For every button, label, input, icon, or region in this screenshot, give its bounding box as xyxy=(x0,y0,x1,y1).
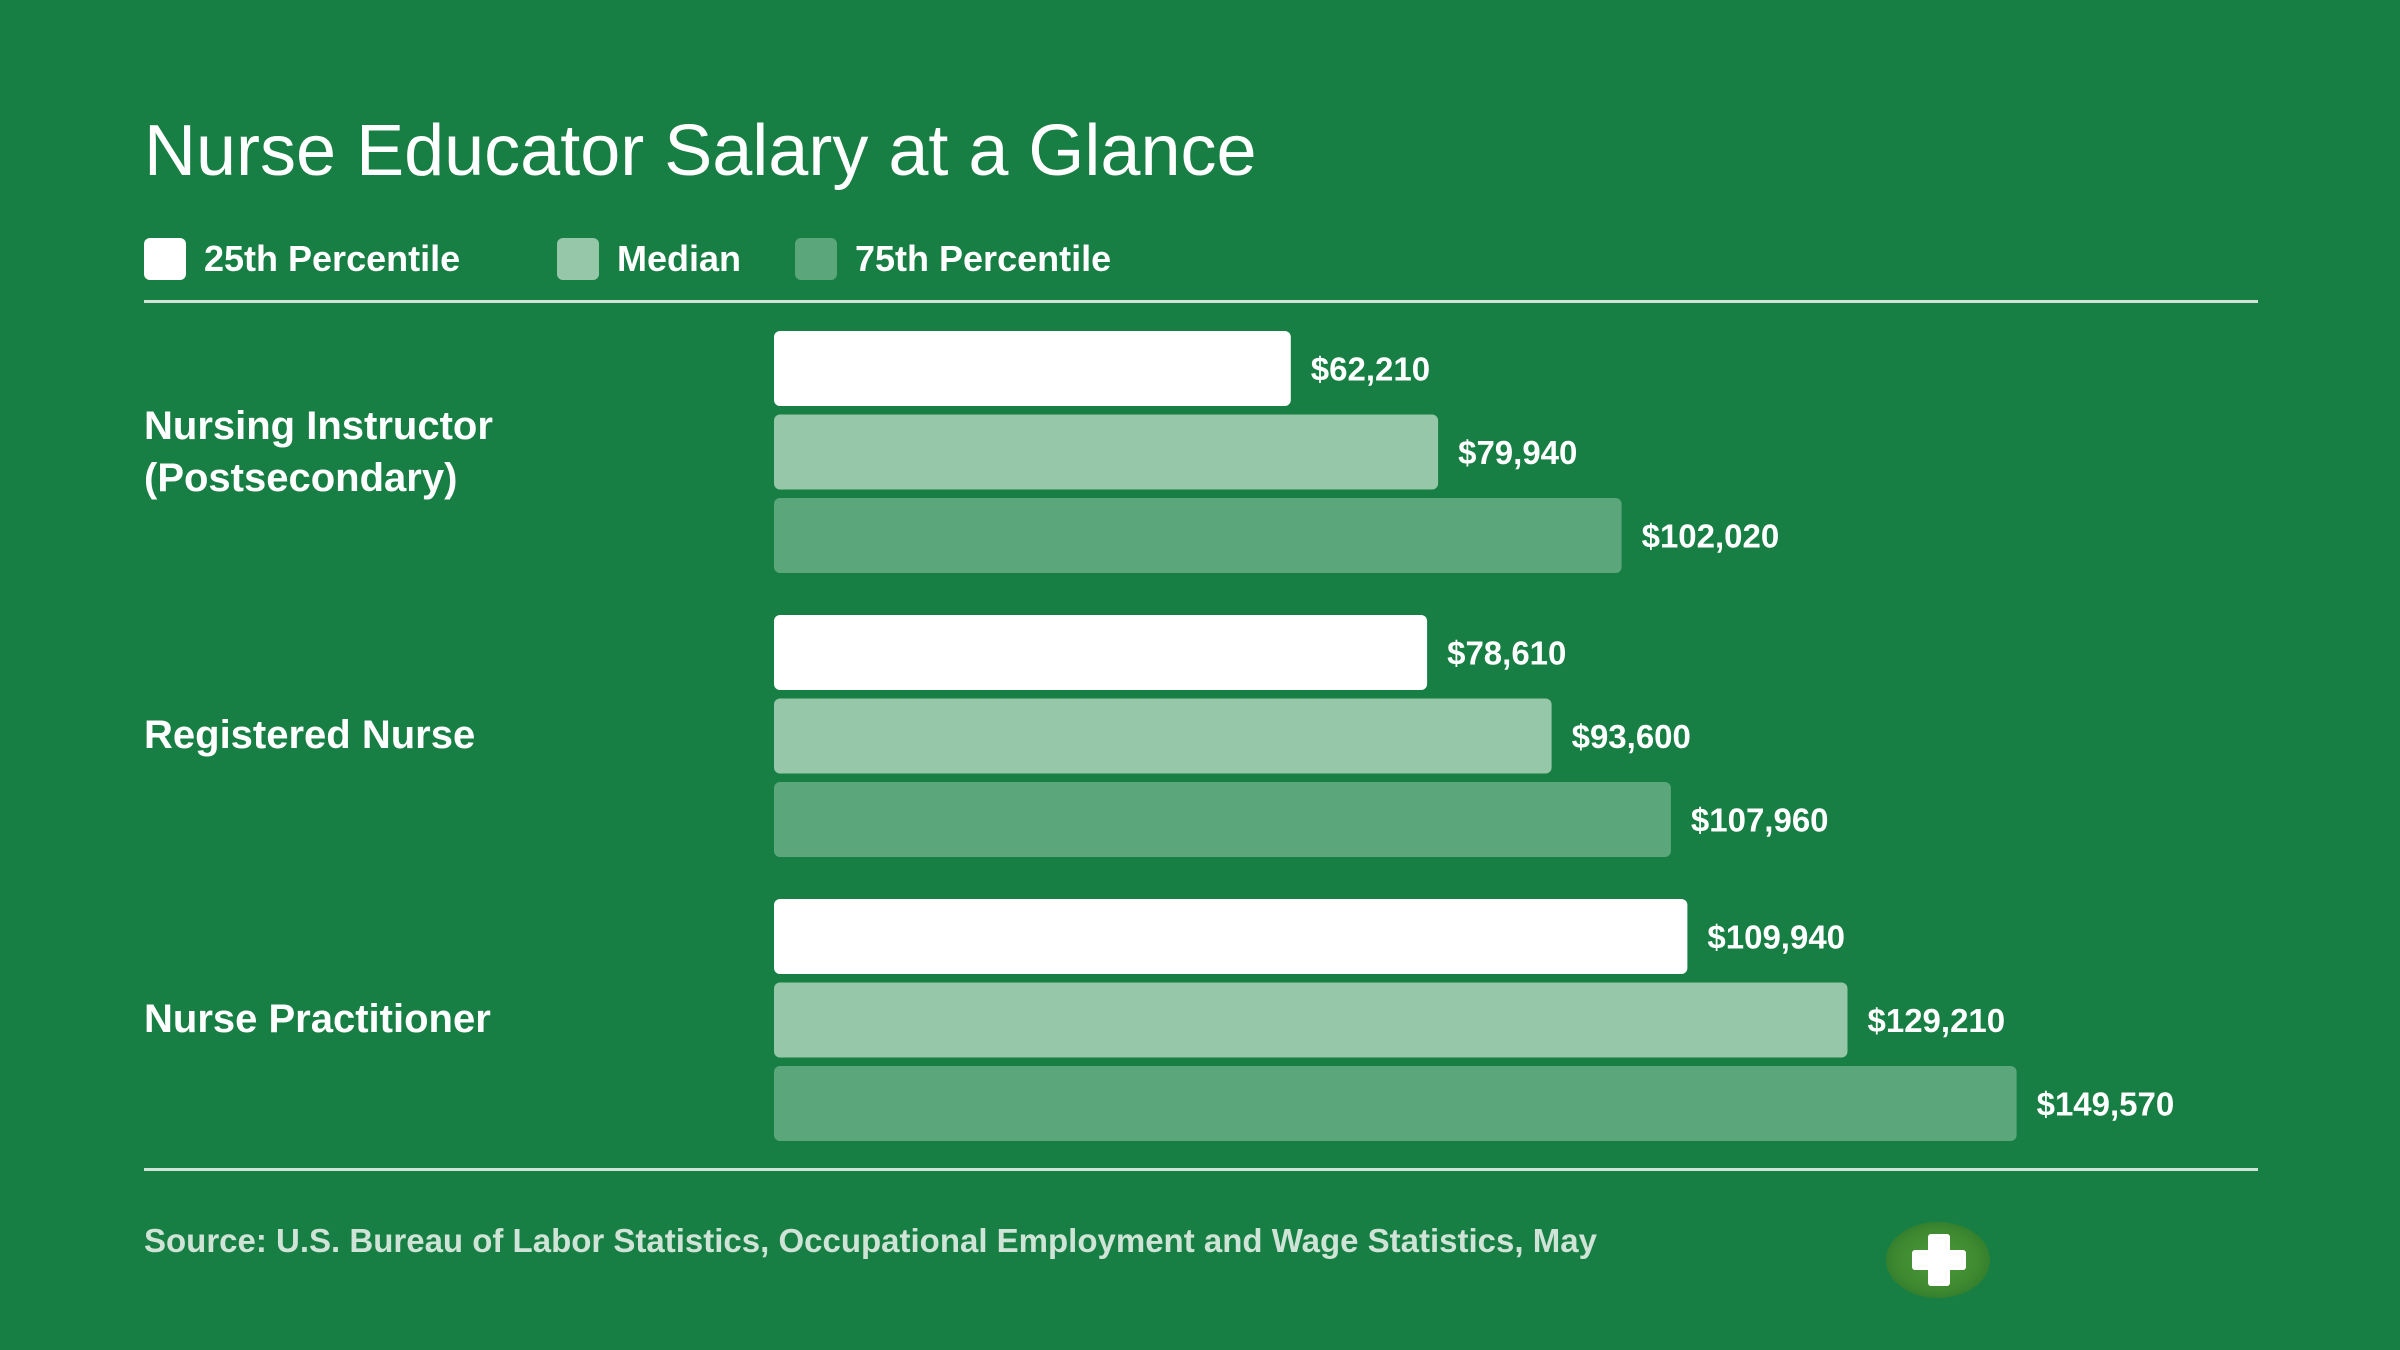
bar-registered-nurse-75th-percentile xyxy=(774,782,1671,857)
bar-nurse-practitioner-median xyxy=(774,982,1848,1058)
data-label-nursing-instructor-postsecondary-25th-percentile: $62,210 xyxy=(1311,351,1430,388)
bar-registered-nurse-median xyxy=(774,698,1552,774)
legend-label-median: Median xyxy=(617,238,742,279)
data-label-registered-nurse-median: $93,600 xyxy=(1572,718,1691,755)
category-label-nursing-instructor: Nursing Instructor (Postsecondary) xyxy=(144,404,493,500)
data-label-nursing-instructor-postsecondary-median: $79,940 xyxy=(1458,434,1577,471)
data-label-registered-nurse-75th-percentile: $107,960 xyxy=(1691,802,1829,839)
category-label-registered-nurse: Registered Nurse xyxy=(144,713,476,757)
data-label-registered-nurse-25th-percentile: $78,610 xyxy=(1447,635,1566,672)
data-label-nurse-practitioner-25th-percentile: $109,940 xyxy=(1707,919,1845,956)
legend-item-25th-percentile: 25th Percentile xyxy=(144,238,460,280)
bar-nurse-practitioner-75th-percentile xyxy=(774,1066,2017,1141)
data-label-nurse-practitioner-75th-percentile: $149,570 xyxy=(2037,1086,2175,1123)
legend-swatch-25th-percentile xyxy=(144,238,186,280)
data-label-nurse-practitioner-median: $129,210 xyxy=(1868,1002,2006,1039)
legend-item-75th-percentile: 75th Percentile xyxy=(795,238,1111,280)
top-divider xyxy=(144,300,2258,303)
bar-nursing-instructor-postsecondary-75th-percentile xyxy=(774,498,1622,573)
category-label-nurse-practitioner: Nurse Practitioner xyxy=(144,997,491,1041)
medical-cross-icon xyxy=(1886,1222,1990,1298)
chart-title: Nurse Educator Salary at a Glance xyxy=(144,111,1257,191)
legend-label-75th-percentile: 75th Percentile xyxy=(855,238,1112,279)
bar-registered-nurse-25th-percentile xyxy=(774,615,1428,690)
data-label-nursing-instructor-postsecondary-75th-percentile: $102,020 xyxy=(1642,518,1780,555)
legend-swatch-75th-percentile xyxy=(795,238,837,280)
source-note: Source: U.S. Bureau of Labor Statistics,… xyxy=(144,1222,1597,1259)
bar-nurse-practitioner-25th-percentile xyxy=(774,899,1688,974)
legend-swatch-median xyxy=(557,238,599,280)
bar-nursing-instructor-postsecondary-median xyxy=(774,414,1439,490)
bar-nursing-instructor-postsecondary-25th-percentile xyxy=(774,331,1291,406)
legend-item-median: Median xyxy=(557,238,741,280)
bottom-divider xyxy=(144,1168,2258,1171)
legend-label-25th-percentile: 25th Percentile xyxy=(204,238,461,279)
